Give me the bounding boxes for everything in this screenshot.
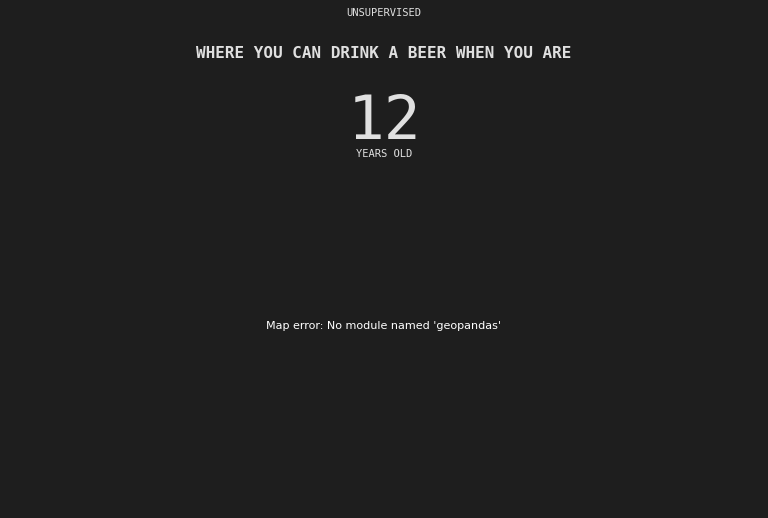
Text: YEARS OLD: YEARS OLD (356, 149, 412, 159)
Text: UNSUPERVISED: UNSUPERVISED (346, 8, 422, 18)
Text: 12: 12 (347, 93, 421, 152)
Text: Map error: No module named 'geopandas': Map error: No module named 'geopandas' (266, 321, 502, 331)
Text: WHERE YOU CAN DRINK A BEER WHEN YOU ARE: WHERE YOU CAN DRINK A BEER WHEN YOU ARE (197, 47, 571, 62)
